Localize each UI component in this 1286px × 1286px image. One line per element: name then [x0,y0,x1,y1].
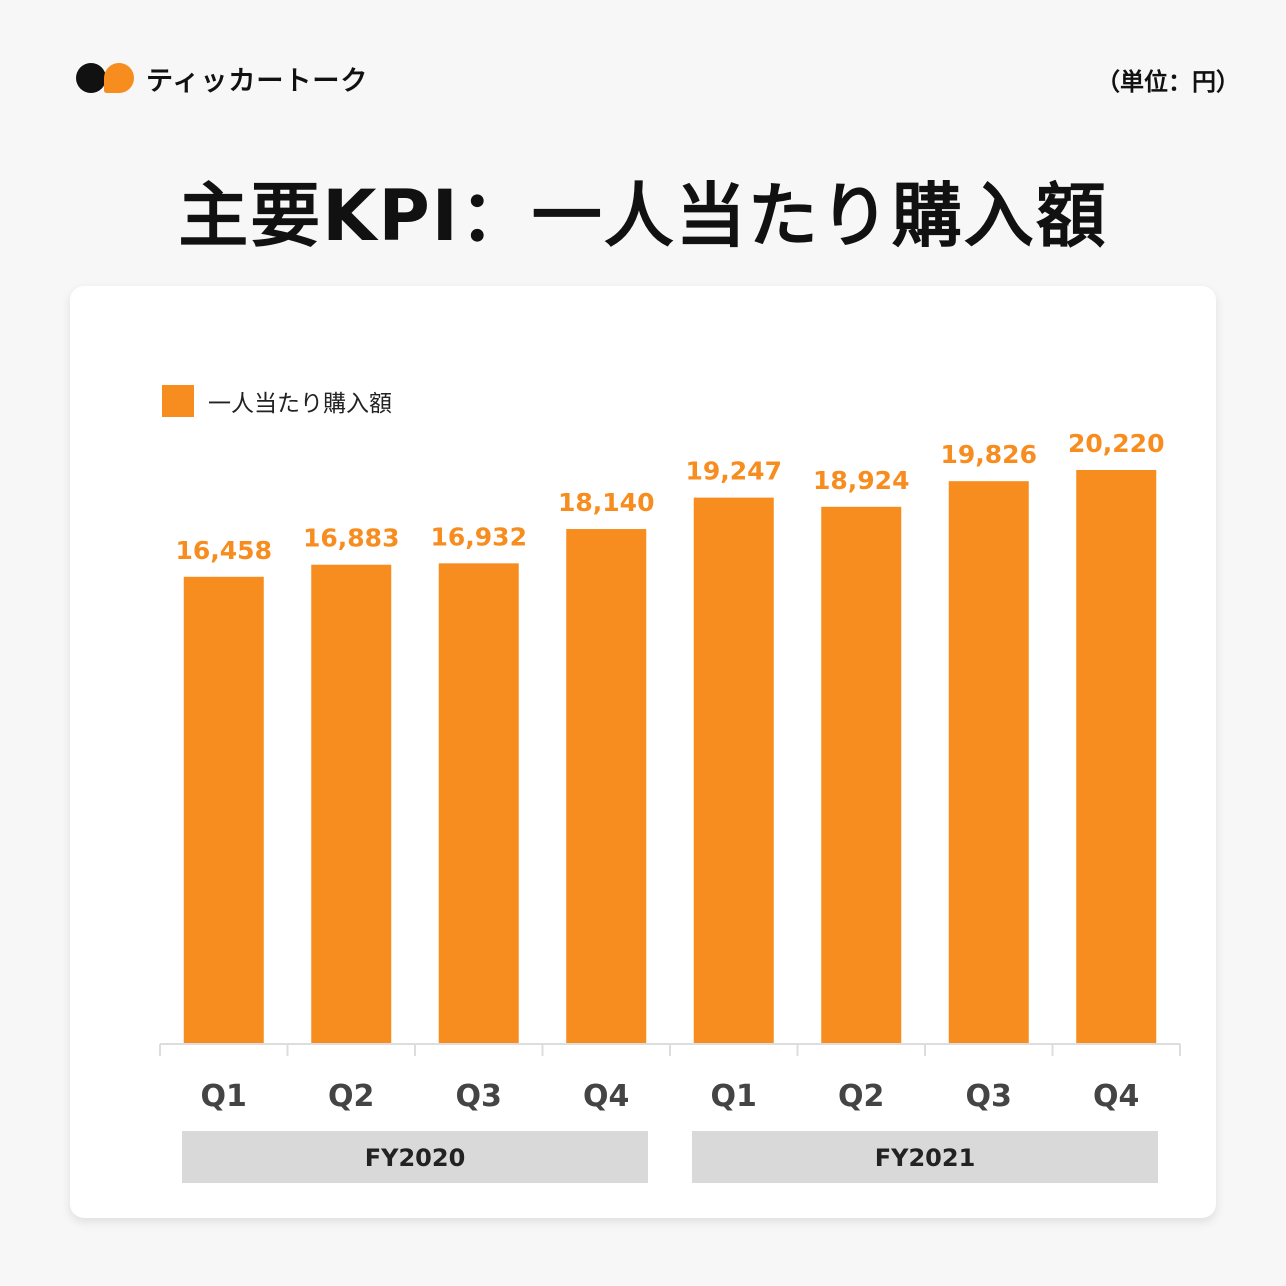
chart-card: 一人当たり購入額 16,458 Q1 16,883 Q2 16,932 Q3 18,140 Q… [70,286,1216,1218]
data-label: 16,458 [176,536,272,565]
bar [311,564,392,1044]
x-tick-label: Q1 [201,1079,247,1114]
bar [948,481,1029,1044]
data-label: 19,247 [686,457,782,486]
x-tick-label: Q4 [583,1079,629,1114]
legend: 一人当たり購入額 [162,384,392,418]
data-label: 18,140 [558,488,654,517]
brand-name: ティッカートーク [146,65,369,97]
x-tick-label: Q2 [838,1079,884,1114]
group-band [692,1131,1158,1183]
bar [693,497,774,1044]
legend-swatch [162,385,194,417]
bar [566,529,647,1044]
group-label: FY2021 [875,1144,976,1172]
group-label: FY2020 [365,1144,466,1172]
x-tick-label: Q3 [966,1079,1012,1114]
bar [821,506,902,1044]
data-label: 19,826 [941,440,1037,469]
bar [438,563,519,1044]
legend-label: 一人当たり購入額 [208,391,392,417]
bar [1076,470,1157,1044]
data-label: 18,924 [813,466,909,495]
x-tick-label: Q2 [328,1079,374,1114]
unit-label: （単位：円） [1096,68,1240,96]
data-label: 16,883 [303,524,399,553]
x-tick-label: Q4 [1093,1079,1139,1114]
x-tick-label: Q1 [711,1079,757,1114]
data-label: 16,932 [431,522,527,551]
brand-logo: ティッカートーク [76,60,369,97]
logo-mark-icon [76,60,136,96]
page-title: 主要KPI：一人当たり購入額 [178,175,1108,257]
group-band [182,1131,648,1183]
data-label: 20,220 [1068,429,1164,458]
x-tick-label: Q3 [456,1079,502,1114]
bar [183,576,264,1044]
bar-chart: 16,458 Q1 16,883 Q2 16,932 Q3 18,140 Q4 19,247 Q1… [159,429,1181,1183]
